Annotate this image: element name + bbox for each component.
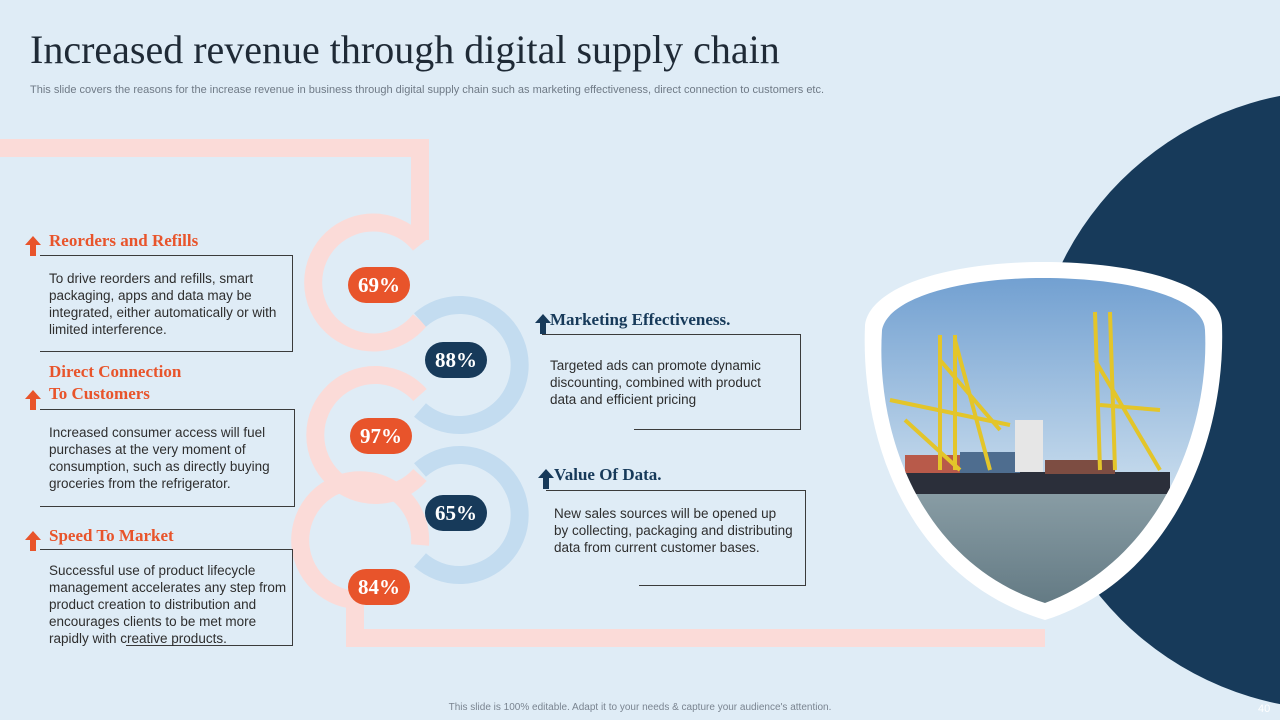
direct-connection-box-top xyxy=(40,409,294,410)
marketing-effectiveness-heading: Marketing Effectiveness. xyxy=(550,310,731,329)
badge-97: 97% xyxy=(350,418,412,454)
direct-connection-heading-line2: To Customers xyxy=(49,384,150,403)
reorders-box: To drive reorders and refills, smart pac… xyxy=(40,255,293,352)
badge-84: 84% xyxy=(348,569,410,605)
badge-88: 88% xyxy=(425,342,487,378)
badge-69: 69% xyxy=(348,267,410,303)
marketing-box-top xyxy=(542,334,800,335)
pink-path-bottom xyxy=(346,600,1045,647)
page-subtitle: This slide covers the reasons for the in… xyxy=(30,84,825,96)
ring-69 xyxy=(304,213,428,352)
pink-path-top xyxy=(0,139,429,240)
direct-connection-heading-line1: Direct Connection xyxy=(49,362,182,381)
value-of-data-box-top xyxy=(546,490,805,491)
badge-65: 65% xyxy=(425,495,487,531)
ring-97 xyxy=(306,366,427,504)
arrow-up-icon xyxy=(535,314,551,334)
ring-84 xyxy=(291,471,430,609)
reorders-text: To drive reorders and refills, smart pac… xyxy=(49,271,277,337)
speed-to-market-text: Successful use of product lifecycle mana… xyxy=(49,563,287,646)
page-title: Increased revenue through digital supply… xyxy=(30,27,780,72)
direct-connection-text: Increased consumer access will fuel purc… xyxy=(49,425,270,491)
speed-to-market-box-bottom xyxy=(126,645,292,646)
reorders-heading: Reorders and Refills xyxy=(49,231,199,250)
value-of-data-box-bottom xyxy=(639,585,805,586)
value-of-data-heading: Value Of Data. xyxy=(554,465,662,484)
footer-note: This slide is 100% editable. Adapt it to… xyxy=(448,702,832,713)
direct-connection-box: Increased consumer access will fuel purc… xyxy=(40,409,295,507)
marketing-text: Targeted ads can promote dynamic discoun… xyxy=(550,358,761,407)
direct-connection-heading: Direct Connection To Customers xyxy=(49,361,181,405)
arrow-up-icon xyxy=(25,531,41,551)
speed-to-market-heading: Speed To Market xyxy=(49,526,174,545)
marketing-box: Targeted ads can promote dynamic discoun… xyxy=(542,334,801,430)
ring-88 xyxy=(414,296,529,434)
value-of-data-box: New sales sources will be opened up by c… xyxy=(546,490,806,586)
ring-65 xyxy=(414,446,529,584)
arrow-up-icon xyxy=(25,390,41,410)
reorders-box-top xyxy=(40,255,292,256)
value-of-data-text: New sales sources will be opened up by c… xyxy=(554,506,793,555)
arrow-up-icon xyxy=(538,469,554,489)
speed-to-market-box: Successful use of product lifecycle mana… xyxy=(40,549,293,646)
marketing-box-bottom xyxy=(634,429,800,430)
speed-to-market-box-top xyxy=(40,549,292,550)
arrow-up-icon xyxy=(25,236,41,256)
page-number: 40 xyxy=(1258,703,1271,715)
